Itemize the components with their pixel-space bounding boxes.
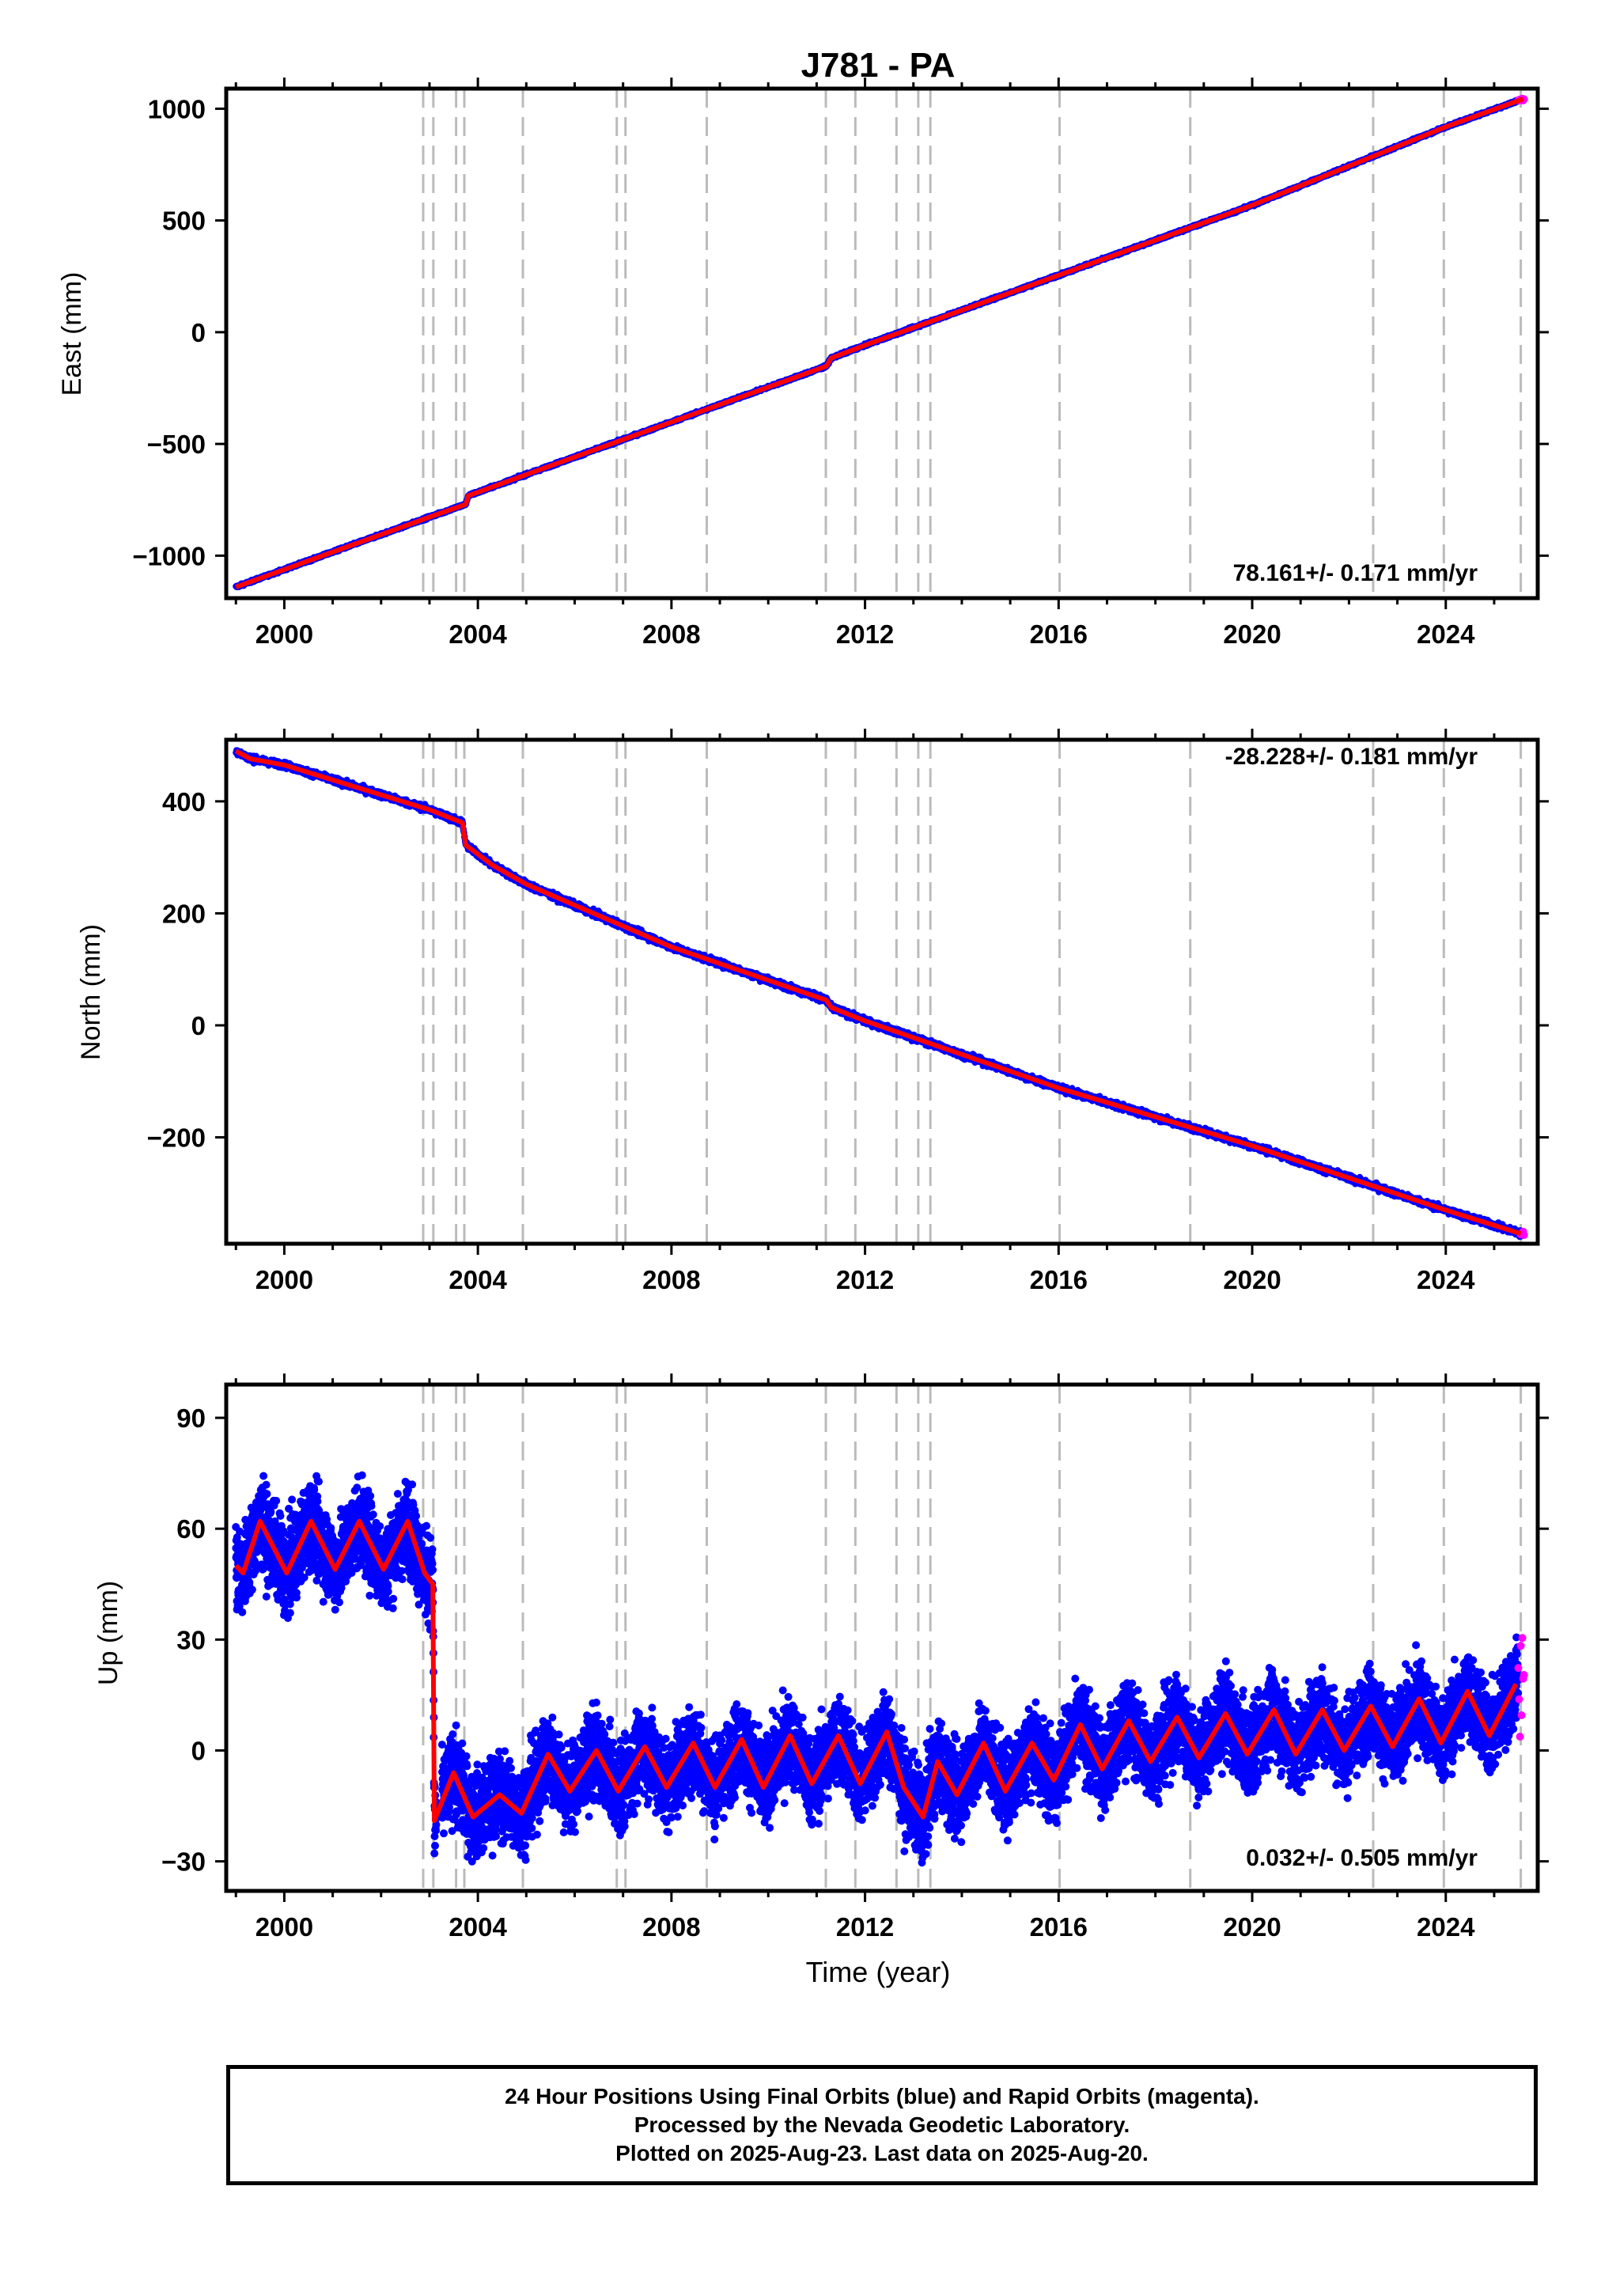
east-plot-layer [233,89,1528,598]
east-panel: 2000 2004 2008 2012 2016 2020 202410005000−500… [57,78,1549,649]
chart-title: J781 - PA [801,46,956,85]
